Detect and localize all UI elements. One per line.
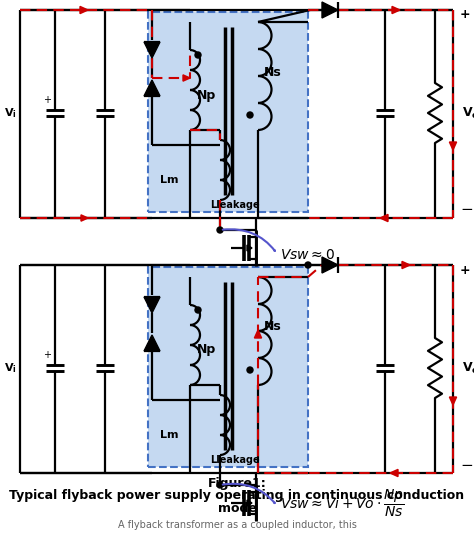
Text: +: + [43,350,51,360]
Polygon shape [449,142,456,150]
Circle shape [195,52,201,58]
Polygon shape [322,2,338,18]
Circle shape [305,262,311,268]
Polygon shape [255,330,262,338]
Text: Lleakage: Lleakage [210,200,260,210]
Polygon shape [144,335,160,351]
Circle shape [247,112,253,118]
Text: +: + [460,264,471,277]
Text: $\bf{V_o}$: $\bf{V_o}$ [462,105,474,120]
Polygon shape [322,257,338,273]
Text: $\bf{V_i}$: $\bf{V_i}$ [4,361,17,375]
Text: $\bf{V_o}$: $\bf{V_o}$ [462,360,474,375]
Text: Lleakage: Lleakage [210,455,260,465]
Polygon shape [183,75,190,81]
Text: Typical flyback power supply operating in continuous conduction: Typical flyback power supply operating i… [9,490,465,503]
Polygon shape [380,214,388,222]
Text: +: + [460,9,471,21]
FancyArrowPatch shape [223,484,275,503]
Text: Figure1:: Figure1: [208,477,266,490]
Text: $\bf{V_i}$: $\bf{V_i}$ [4,106,17,120]
Polygon shape [144,297,160,313]
Polygon shape [402,262,410,268]
Text: Lm: Lm [160,175,179,185]
Polygon shape [390,469,398,477]
Text: Ns: Ns [264,66,282,78]
Text: A flyback transformer as a coupled inductor, this: A flyback transformer as a coupled induc… [118,520,356,530]
Polygon shape [81,215,88,221]
Text: Np: Np [197,344,217,357]
Bar [148,12,308,212]
FancyArrowPatch shape [223,229,275,251]
Text: −: − [460,458,473,473]
Polygon shape [247,245,252,251]
Polygon shape [449,397,456,405]
Bar [148,267,308,467]
Text: mode: mode [218,503,256,516]
Polygon shape [247,500,252,506]
Text: Ns: Ns [264,321,282,333]
Polygon shape [80,6,88,13]
Text: $Vsw \approx 0$: $Vsw \approx 0$ [280,248,335,262]
Circle shape [217,482,223,488]
Circle shape [217,227,223,233]
Text: $Vsw \approx Vi + Vo \cdot \dfrac{Np}{Ns}$: $Vsw \approx Vi + Vo \cdot \dfrac{Np}{Ns… [280,488,404,519]
Polygon shape [144,42,160,58]
Circle shape [247,367,253,373]
Text: −: − [460,202,473,217]
Polygon shape [392,6,400,13]
Polygon shape [144,80,160,96]
Text: +: + [43,95,51,105]
Text: Np: Np [197,89,217,101]
Circle shape [195,307,201,313]
Text: Lm: Lm [160,430,179,440]
